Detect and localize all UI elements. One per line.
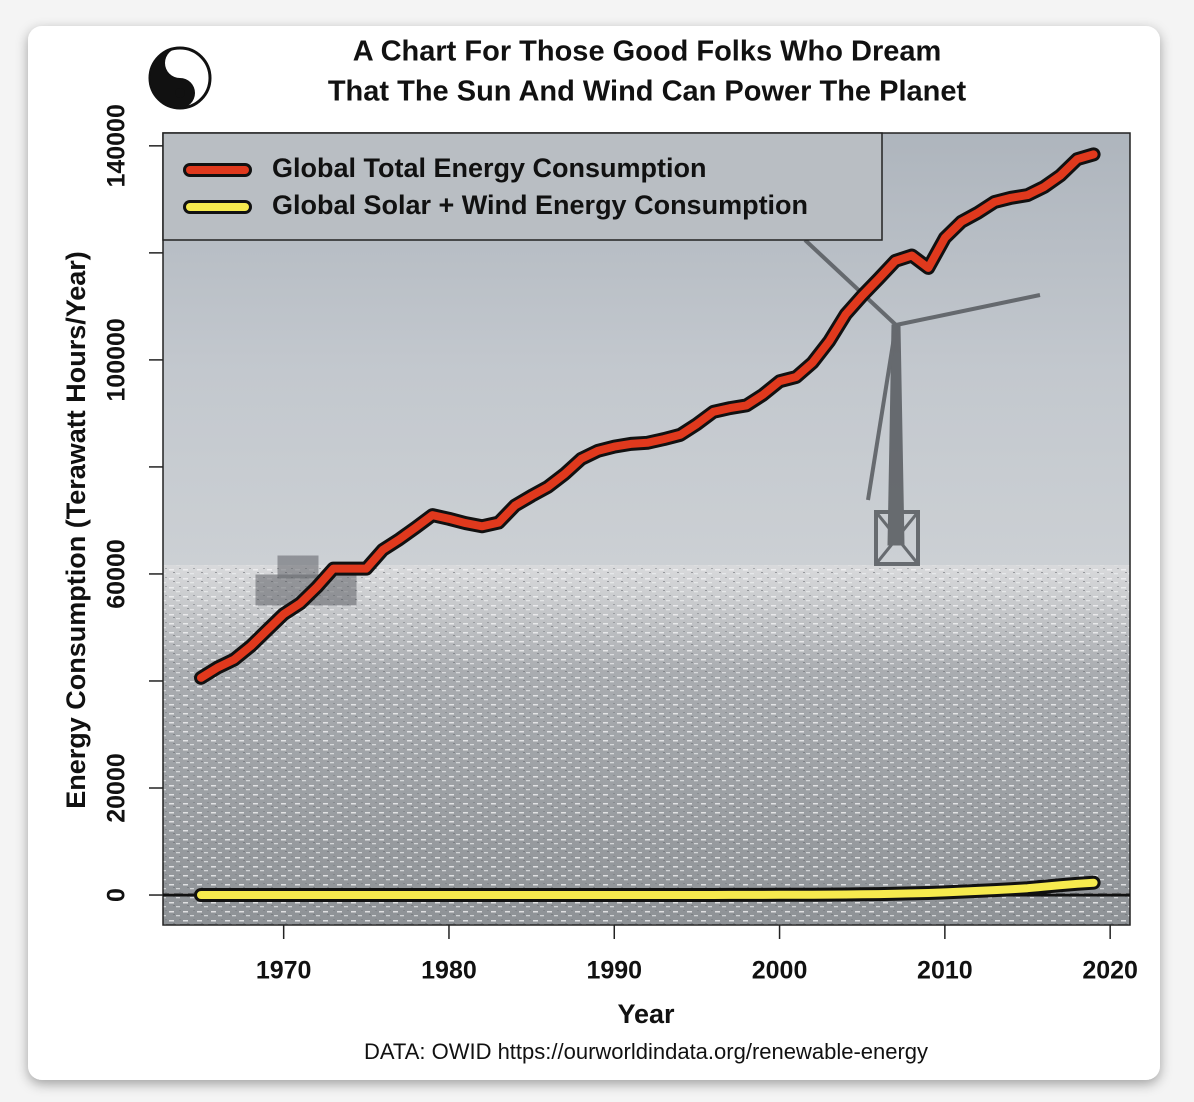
caption: DATA: OWID https://ourworldindata.org/re…: [364, 1039, 928, 1064]
y-tick-label: 0: [103, 888, 131, 902]
chart-title: A Chart For Those Good Folks Who Dream: [353, 36, 942, 68]
legend-label: Global Total Energy Consumption: [272, 153, 707, 183]
series-line: [197, 150, 1098, 682]
y-tick-label: 100000: [103, 318, 131, 401]
x-tick-label: 2010: [917, 957, 973, 985]
plot-background: [163, 133, 1130, 925]
legend-box: [162, 132, 883, 241]
y-tick-label: 140000: [103, 104, 131, 187]
y-axis-label: Energy Consumption (Terawatt Hours/Year): [61, 251, 91, 809]
x-tick-label: 2000: [752, 957, 808, 985]
series-line: [197, 878, 1098, 899]
legend-label: Global Solar + Wind Energy Consumption: [272, 190, 808, 220]
y-tick-label: 60000: [103, 539, 131, 609]
plot-lines: [163, 147, 1130, 902]
chart-title: That The Sun And Wind Can Power The Plan…: [328, 76, 967, 108]
x-tick-label: 2020: [1082, 957, 1138, 985]
y-tick-label: 20000: [103, 753, 131, 823]
logo: [148, 46, 212, 110]
legend: Global Total Energy Consumption Global So…: [162, 132, 883, 241]
x-axis-label: Year: [617, 999, 675, 1029]
x-tick-label: 1990: [586, 957, 642, 985]
x-tick-label: 1980: [421, 957, 477, 985]
x-tick-label: 1970: [256, 957, 312, 985]
